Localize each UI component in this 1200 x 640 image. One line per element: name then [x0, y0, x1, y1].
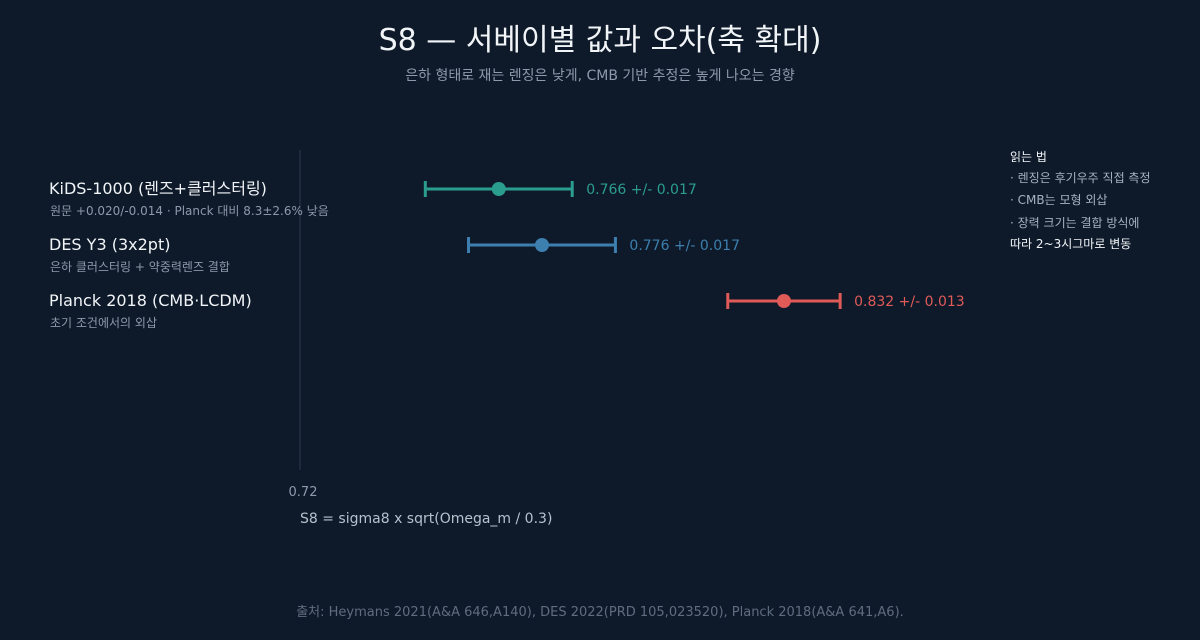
x-tick-label: 0.72: [289, 485, 318, 500]
chart-title: S8 — 서베이별 값과 오차(축 확대): [379, 23, 822, 58]
series-label: DES Y3 (3x2pt): [49, 235, 170, 254]
series-group: KiDS-1000 (렌즈+클러스터링) 원문 +0.020/-0.014 · P…: [49, 179, 965, 330]
value-label: 0.832 +/- 0.013: [854, 294, 965, 310]
value-label: 0.776 +/- 0.017: [629, 238, 740, 254]
legend-item: · 장력 크기는 결합 방식에: [1010, 216, 1139, 230]
chart-subtitle: 은하 형태로 재는 렌징은 낮게, CMB 기반 추정은 높게 나오는 경향: [405, 68, 795, 84]
legend-item: · CMB는 모형 외삽: [1010, 193, 1107, 207]
data-point: [776, 294, 791, 308]
data-point: [491, 182, 506, 196]
x-axis-label: S8 = sigma8 x sqrt(Omega_m / 0.3): [300, 511, 552, 527]
series-note: 초기 조건에서의 외삽: [50, 316, 157, 330]
series-label: KiDS-1000 (렌즈+클러스터링): [49, 179, 267, 198]
legend-item: · 렌징은 후기우주 직접 측정: [1010, 171, 1151, 185]
legend-panel: 읽는 법 · 렌징은 후기우주 직접 측정 · CMB는 모형 외삽 · 장력 …: [1010, 150, 1151, 251]
series-note: 원문 +0.020/-0.014 · Planck 대비 8.3±2.6% 낮음: [50, 204, 329, 218]
source-note: 출처: Heymans 2021(A&A 646,A140), DES 2022…: [296, 605, 904, 620]
legend-emphasis: 따라 2~3시그마로 변동: [1010, 237, 1131, 251]
value-label: 0.766 +/- 0.017: [586, 182, 697, 198]
data-point: [534, 238, 549, 252]
series-note: 은하 클러스터링 + 약중력렌즈 결합: [50, 259, 230, 274]
legend-title: 읽는 법: [1010, 150, 1047, 164]
series-label: Planck 2018 (CMB·LCDM): [49, 291, 252, 310]
